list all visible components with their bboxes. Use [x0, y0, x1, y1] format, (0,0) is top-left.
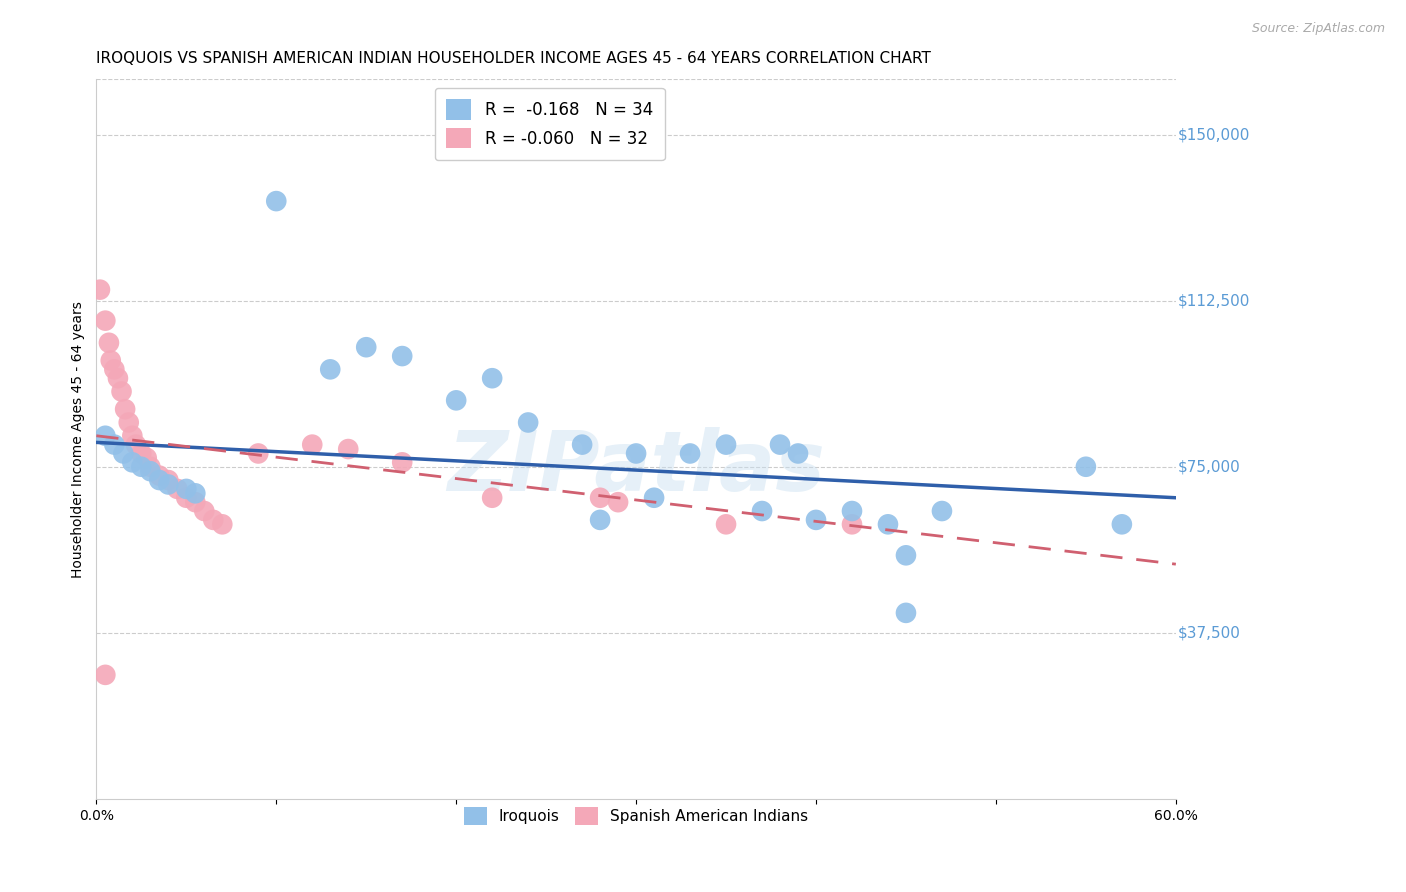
- Point: [176, 482, 198, 496]
- Legend: Iroquois, Spanish American Indians: Iroquois, Spanish American Indians: [454, 797, 817, 834]
- Point: [714, 517, 737, 532]
- Point: [589, 491, 612, 505]
- Point: [135, 450, 157, 465]
- Point: [391, 455, 413, 469]
- Point: [894, 549, 917, 563]
- Point: [148, 468, 170, 483]
- Point: [679, 446, 702, 460]
- Point: [247, 446, 270, 460]
- Point: [100, 353, 122, 368]
- Point: [841, 504, 863, 518]
- Point: [118, 416, 141, 430]
- Point: [769, 437, 792, 451]
- Point: [184, 486, 207, 500]
- Point: [643, 491, 665, 505]
- Point: [481, 371, 503, 385]
- Point: [157, 477, 180, 491]
- Text: ZIPatlas: ZIPatlas: [447, 427, 825, 508]
- Point: [184, 495, 207, 509]
- Text: $150,000: $150,000: [1178, 128, 1250, 142]
- Point: [121, 455, 143, 469]
- Point: [337, 442, 360, 456]
- Point: [114, 402, 136, 417]
- Point: [624, 446, 647, 460]
- Text: $75,000: $75,000: [1178, 459, 1240, 475]
- Text: $112,500: $112,500: [1178, 293, 1250, 309]
- Point: [264, 194, 287, 208]
- Text: Source: ZipAtlas.com: Source: ZipAtlas.com: [1251, 22, 1385, 36]
- Point: [894, 606, 917, 620]
- Point: [714, 437, 737, 451]
- Point: [131, 459, 153, 474]
- Y-axis label: Householder Income Ages 45 - 64 years: Householder Income Ages 45 - 64 years: [72, 301, 86, 577]
- Point: [94, 668, 117, 682]
- Point: [148, 473, 170, 487]
- Point: [166, 482, 188, 496]
- Point: [103, 362, 125, 376]
- Point: [112, 446, 135, 460]
- Point: [444, 393, 467, 408]
- Point: [481, 491, 503, 505]
- Point: [176, 491, 198, 505]
- Point: [354, 340, 377, 354]
- Point: [139, 464, 162, 478]
- Text: IROQUOIS VS SPANISH AMERICAN INDIAN HOUSEHOLDER INCOME AGES 45 - 64 YEARS CORREL: IROQUOIS VS SPANISH AMERICAN INDIAN HOUS…: [97, 51, 931, 66]
- Point: [139, 459, 162, 474]
- Text: $37,500: $37,500: [1178, 625, 1241, 640]
- Point: [804, 513, 827, 527]
- Point: [517, 416, 540, 430]
- Point: [97, 335, 120, 350]
- Point: [103, 437, 125, 451]
- Point: [202, 513, 225, 527]
- Point: [1111, 517, 1133, 532]
- Point: [94, 313, 117, 327]
- Point: [1074, 459, 1097, 474]
- Point: [125, 437, 148, 451]
- Point: [589, 513, 612, 527]
- Point: [89, 283, 111, 297]
- Point: [211, 517, 233, 532]
- Point: [110, 384, 132, 399]
- Point: [107, 371, 129, 385]
- Point: [157, 473, 180, 487]
- Point: [301, 437, 323, 451]
- Point: [94, 429, 117, 443]
- Point: [571, 437, 593, 451]
- Point: [121, 429, 143, 443]
- Point: [131, 446, 153, 460]
- Point: [877, 517, 900, 532]
- Point: [391, 349, 413, 363]
- Point: [319, 362, 342, 376]
- Point: [607, 495, 630, 509]
- Point: [193, 504, 215, 518]
- Point: [751, 504, 773, 518]
- Point: [841, 517, 863, 532]
- Point: [931, 504, 953, 518]
- Point: [787, 446, 810, 460]
